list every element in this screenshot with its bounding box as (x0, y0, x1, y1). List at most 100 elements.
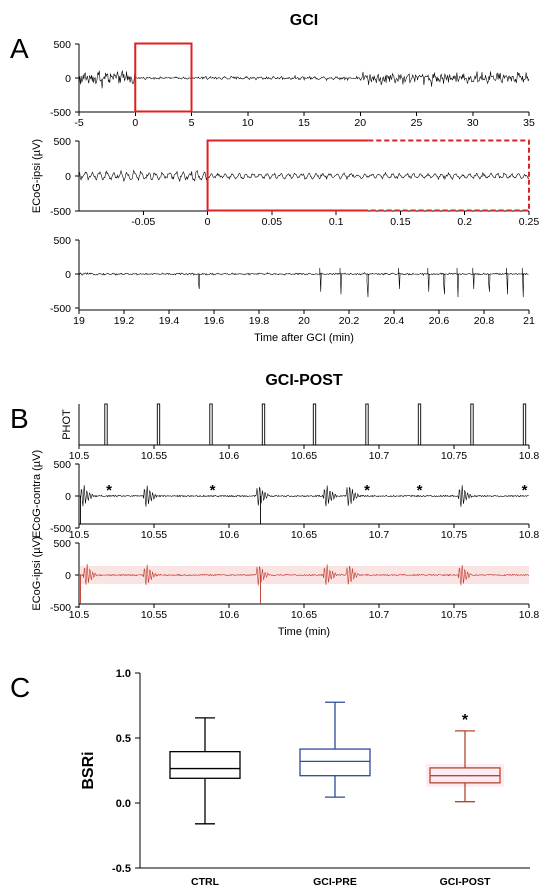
x-tick-label: 10.65 (291, 450, 317, 462)
x-tick-label: 20.6 (429, 315, 450, 327)
panel-b2-contra-trace: 10.5 10.55 10.6 10.65 10.7 10.75 10.8 500 0 -500 E… (31, 450, 539, 541)
x-tick-label: 10.55 (141, 450, 167, 462)
x-tick-label: 20.8 (474, 315, 495, 327)
x-tick-label: 19.4 (159, 315, 180, 327)
trace-band (80, 566, 529, 584)
x-tick-label: 10.6 (219, 609, 240, 621)
zoom-box (134, 42, 193, 113)
y-axis-label: BSRi (80, 751, 97, 789)
x-axis-label: Time (min) (278, 626, 330, 638)
x-tick-label: 0.05 (262, 216, 283, 228)
spike (472, 267, 475, 289)
light-pulse (417, 403, 422, 446)
y-tick-label: -500 (50, 206, 71, 218)
category-label: GCI-PRE (313, 876, 357, 888)
spike (443, 273, 446, 295)
signal-trace (78, 272, 529, 277)
x-tick-label: -0.05 (131, 216, 155, 228)
x-tick-label: 19 (73, 315, 85, 327)
category-label: GCI-POST (440, 876, 491, 888)
x-tick-label: 10.55 (141, 609, 167, 621)
y-axis-label: ECoG-ipsi (µV) (31, 536, 43, 610)
x-tick-label: 19.8 (249, 315, 270, 327)
panel-letter-b: B (10, 403, 29, 434)
light-pulse (522, 403, 527, 446)
x-tick-label: 30 (467, 117, 479, 129)
spike (197, 273, 201, 290)
x-tick-label: 10.6 (219, 529, 240, 541)
y-tick-label: 0.0 (116, 798, 131, 810)
x-tick-label: 0.15 (390, 216, 411, 228)
x-tick-label: 10.65 (291, 529, 317, 541)
x-axis-label: Time after GCI (min) (254, 332, 354, 344)
y-tick-label: -0.5 (112, 863, 131, 875)
x-tick-label: 10.8 (519, 609, 540, 621)
box-iqr (299, 748, 371, 777)
y-tick-label: 0 (65, 73, 71, 85)
signal-trace (78, 70, 530, 89)
light-pulse (261, 403, 266, 446)
y-tick-label: 0 (65, 171, 71, 183)
panel-c-boxplot: 1.0 0.5 0.0 -0.5 BSRi CTRL GCI-PRE GCI-POST * (80, 668, 530, 888)
y-tick-label: 500 (53, 235, 71, 247)
light-pulse (156, 403, 161, 446)
y-tick-label: 0 (65, 570, 71, 582)
x-tick-label: 10.75 (441, 450, 467, 462)
spike (366, 273, 369, 298)
x-tick-label: 0 (205, 216, 211, 228)
light-pulse (470, 403, 474, 446)
x-tick-label: 10.5 (69, 450, 90, 462)
x-tick-label: 0.25 (519, 216, 540, 228)
y-tick-label: 0.5 (116, 733, 131, 745)
x-tick-label: 10.8 (519, 529, 540, 541)
x-tick-label: 10.5 (69, 609, 90, 621)
spike (521, 267, 525, 298)
significance-star: * (462, 712, 469, 729)
x-tick-label: 10.7 (369, 609, 390, 621)
title-gci-post: GCI-POST (265, 372, 343, 389)
x-tick-label: 0.2 (457, 216, 472, 228)
x-tick-label: 10.8 (519, 450, 540, 462)
x-tick-label: -5 (74, 117, 83, 129)
panel-letter-a: A (10, 33, 29, 64)
x-tick-label: 5 (189, 117, 195, 129)
category-label: CTRL (191, 876, 220, 888)
panel-letter-c: C (10, 672, 30, 703)
significance-star: * (364, 482, 370, 499)
spike (488, 273, 491, 292)
x-tick-label: 19.6 (204, 315, 225, 327)
x-tick-label: 10 (242, 117, 254, 129)
x-tick-label: 25 (411, 117, 423, 129)
zoom-box-extension (368, 139, 530, 212)
panel-b1-phot-trace: 10.5 10.55 10.6 10.65 10.7 10.75 10.8 PHOT (61, 403, 540, 462)
y-tick-label: 500 (53, 538, 71, 550)
panel-a2-zoom-trace: -0.05 0 0.05 0.1 0.15 0.2 0.25 500 0 -500 ECoG-ips… (31, 136, 539, 228)
y-axis-label: ECoG-ipsi (µV) (31, 139, 43, 213)
light-pulse (365, 403, 369, 446)
x-tick-label: 15 (298, 117, 310, 129)
spike (456, 267, 459, 298)
significance-star: * (210, 482, 216, 499)
y-tick-label: 500 (53, 136, 71, 148)
spike (506, 267, 509, 295)
x-tick-label: 20 (354, 117, 366, 129)
y-tick-label: 1.0 (116, 668, 131, 680)
x-tick-label: 19.2 (114, 315, 135, 327)
significance-star: * (522, 482, 528, 499)
significance-star: * (106, 482, 112, 499)
y-tick-label: 500 (53, 459, 71, 471)
y-tick-label: -500 (50, 523, 71, 535)
title-gci: GCI (290, 12, 318, 29)
significance-star: * (417, 482, 423, 499)
x-tick-label: 10.7 (369, 529, 390, 541)
x-tick-label: 20 (298, 315, 310, 327)
signal-trace (78, 169, 530, 182)
y-tick-label: -500 (50, 107, 71, 119)
y-tick-label: -500 (50, 303, 71, 315)
y-axis-label: PHOT (61, 409, 73, 440)
y-tick-label: 0 (65, 269, 71, 281)
zoom-box (206, 139, 369, 212)
y-tick-label: -500 (50, 602, 71, 614)
panel-b3-ipsi-trace: 10.5 10.55 10.6 10.65 10.7 10.75 10.8 500 0 -500 E… (31, 536, 539, 638)
light-pulse (104, 403, 108, 446)
